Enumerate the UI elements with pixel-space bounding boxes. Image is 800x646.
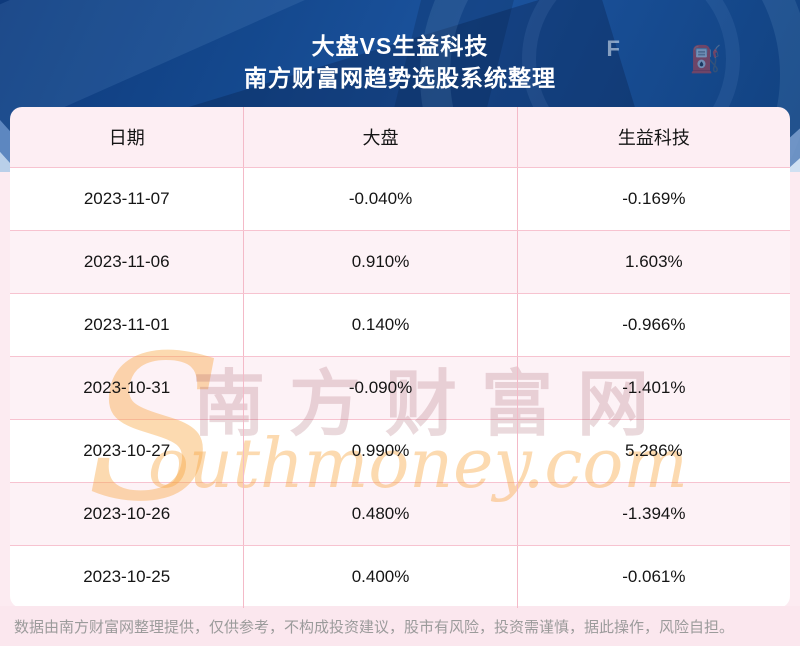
cell-dapan: 0.480% bbox=[244, 483, 518, 545]
cell-date: 2023-11-01 bbox=[10, 294, 245, 356]
cell-date: 2023-10-27 bbox=[10, 420, 245, 482]
cell-shengyi: -1.401% bbox=[622, 378, 686, 397]
table-row: 2023-11-01 0.140% -0.966% bbox=[10, 293, 790, 356]
page-subtitle: 南方财富网趋势选股系统整理 bbox=[244, 65, 556, 91]
fuel-pump-icon: ⛽ bbox=[689, 44, 722, 74]
column-header-dapan: 大盘 bbox=[244, 107, 518, 167]
cell-shengyi: 1.603% bbox=[625, 252, 683, 271]
comparison-table: 日期 大盘 生益科技 2023-11-07 -0.040% -0.169% 2023-… bbox=[10, 107, 790, 608]
cell-shengyi: -1.394% bbox=[622, 504, 686, 523]
cell-shengyi: -0.966% bbox=[622, 315, 686, 334]
fuel-gauge-f-label: F bbox=[606, 36, 620, 61]
cell-date: 2023-11-06 bbox=[10, 231, 245, 293]
cell-dapan: -0.040% bbox=[244, 168, 518, 230]
table-header-row: 日期 大盘 生益科技 bbox=[10, 107, 790, 167]
footer-disclaimer: 数据由南方财富网整理提供，仅供参考，不构成投资建议，股市有风险，投资需谨慎，据此… bbox=[0, 606, 800, 646]
cell-date: 2023-10-25 bbox=[10, 546, 245, 608]
cell-date: 2023-10-31 bbox=[10, 357, 245, 419]
column-header-date: 日期 bbox=[10, 107, 245, 167]
table-row: 2023-10-25 0.400% -0.061% bbox=[10, 545, 790, 608]
table-row: 2023-11-06 0.910% 1.603% bbox=[10, 230, 790, 293]
cell-dapan: 0.140% bbox=[244, 294, 518, 356]
cell-shengyi: -0.169% bbox=[622, 189, 686, 208]
cell-shengyi: -0.061% bbox=[622, 567, 686, 586]
table-row: 2023-10-27 0.990% 5.286% bbox=[10, 419, 790, 482]
cell-date: 2023-10-26 bbox=[10, 483, 245, 545]
table-row: 2023-11-07 -0.040% -0.169% bbox=[10, 167, 790, 230]
table-body: 2023-11-07 -0.040% -0.169% 2023-11-06 0.910%… bbox=[10, 167, 790, 608]
cell-dapan: -0.090% bbox=[244, 357, 518, 419]
table-row: 2023-10-31 -0.090% -1.401% bbox=[10, 356, 790, 419]
cell-dapan: 0.990% bbox=[244, 420, 518, 482]
column-header-shengyi: 生益科技 bbox=[617, 128, 690, 148]
table-row: 2023-10-26 0.480% -1.394% bbox=[10, 482, 790, 545]
cell-dapan: 0.910% bbox=[244, 231, 518, 293]
cell-shengyi: 5.286% bbox=[625, 441, 683, 460]
cell-dapan: 0.400% bbox=[244, 546, 518, 608]
page-title: 大盘VS生益科技 bbox=[311, 33, 489, 59]
cell-date: 2023-11-07 bbox=[10, 168, 245, 230]
